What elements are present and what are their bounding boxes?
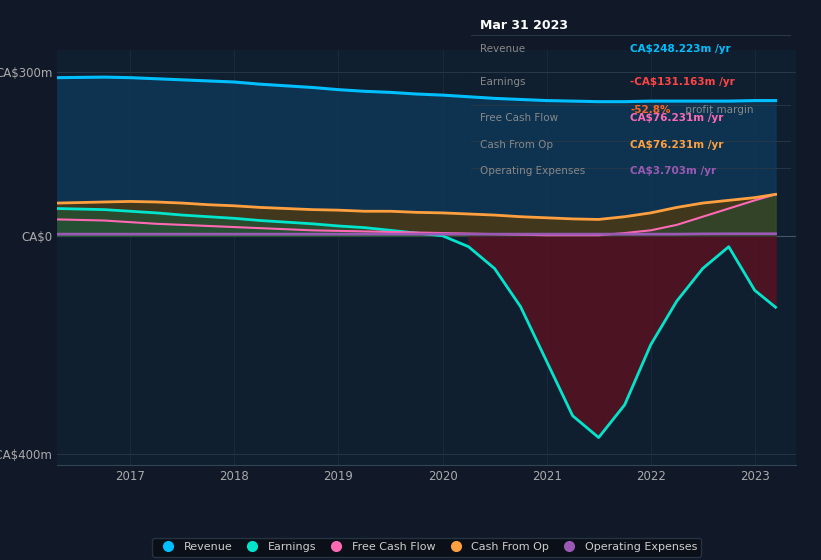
Text: CA$76.231m /yr: CA$76.231m /yr	[631, 140, 723, 150]
Text: -CA$131.163m /yr: -CA$131.163m /yr	[631, 77, 735, 87]
Text: Free Cash Flow: Free Cash Flow	[480, 113, 558, 123]
Text: Revenue: Revenue	[480, 44, 525, 54]
Text: CA$76.231m /yr: CA$76.231m /yr	[631, 113, 723, 123]
Text: CA$3.703m /yr: CA$3.703m /yr	[631, 166, 716, 176]
Text: CA$248.223m /yr: CA$248.223m /yr	[631, 44, 731, 54]
Text: Earnings: Earnings	[480, 77, 526, 87]
Legend: Revenue, Earnings, Free Cash Flow, Cash From Op, Operating Expenses: Revenue, Earnings, Free Cash Flow, Cash …	[153, 538, 701, 557]
Text: -52.8%: -52.8%	[631, 105, 671, 115]
Text: Cash From Op: Cash From Op	[480, 140, 553, 150]
Text: Operating Expenses: Operating Expenses	[480, 166, 585, 176]
Text: profit margin: profit margin	[681, 105, 753, 115]
Text: Mar 31 2023: Mar 31 2023	[480, 20, 568, 32]
